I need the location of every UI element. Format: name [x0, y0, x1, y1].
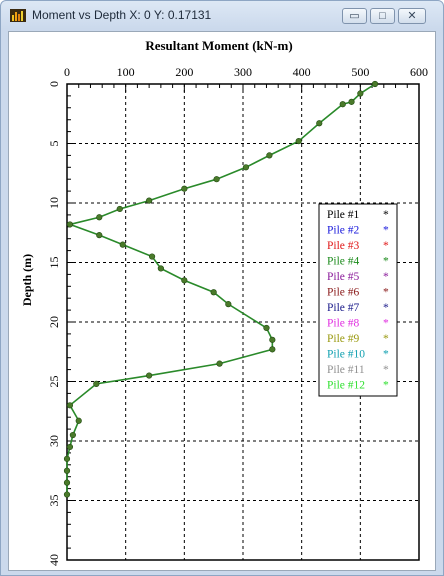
legend-entry-marker: *	[383, 318, 389, 330]
legend-entry-marker: *	[383, 333, 389, 345]
data-point	[146, 197, 153, 204]
data-point	[119, 241, 126, 248]
chart-area: Resultant Moment (kN-m) Depth (m) 0 100 20…	[8, 31, 436, 571]
minimize-button[interactable]: ▭	[342, 8, 367, 24]
y-axis-label: Depth (m)	[20, 254, 34, 306]
legend-entry-label: Pile #7	[327, 302, 360, 314]
chart-title: Resultant Moment (kN-m)	[145, 38, 292, 53]
data-point	[242, 164, 250, 171]
legend-entry-label: Pile #5	[327, 271, 360, 283]
data-point	[269, 336, 276, 343]
y-tick-label: 20	[47, 316, 61, 328]
data-point	[316, 120, 323, 127]
legend-entry-label: Pile #9	[327, 333, 360, 345]
x-tick-label: 200	[175, 65, 193, 79]
legend-entry-marker: *	[383, 287, 389, 299]
y-tick-label: 0	[47, 81, 61, 87]
data-point	[96, 214, 103, 221]
data-point	[269, 346, 276, 353]
data-point	[157, 265, 164, 272]
legend-entry-label: Pile #8	[327, 318, 360, 330]
x-tick-label: 600	[410, 65, 428, 79]
legend-entry-label: Pile #4	[327, 256, 360, 268]
legend-entry-marker: *	[383, 302, 389, 314]
legend-box	[318, 203, 398, 397]
data-point	[348, 98, 355, 105]
y-tick-label: 25	[47, 376, 61, 388]
y-tick-label: 35	[47, 495, 61, 507]
ticks: 0 100 200 300 400 500 600 0 5 10 15 20 25 30 35 40	[47, 65, 428, 566]
data-point	[66, 221, 74, 228]
x-tick-label: 500	[351, 65, 369, 79]
data-point	[146, 372, 153, 379]
grid	[67, 84, 419, 560]
data-point	[93, 380, 100, 387]
data-point	[148, 253, 156, 260]
data-point	[96, 232, 103, 239]
plot-frame	[66, 83, 420, 561]
y-tick-label: 10	[47, 197, 61, 209]
data-point	[263, 324, 270, 332]
x-tick-label: 400	[293, 65, 311, 79]
close-button[interactable]: ✕	[398, 8, 426, 24]
legend-entry-label: Pile #2	[327, 225, 360, 237]
data-point	[75, 417, 82, 424]
data-point	[295, 138, 302, 145]
data-point	[181, 185, 188, 192]
data-point	[69, 431, 76, 439]
data-point	[63, 479, 71, 486]
legend-entry-marker: *	[383, 349, 389, 361]
data-point	[63, 467, 71, 474]
data-point	[116, 205, 123, 213]
series-pile-data	[63, 80, 379, 498]
legend-entry-marker: *	[383, 271, 389, 283]
x-tick-label: 100	[117, 65, 135, 79]
data-point	[181, 277, 188, 284]
data-point	[266, 152, 273, 159]
legend-entry-label: Pile #1	[327, 209, 360, 221]
moment-depth-chart: Resultant Moment (kN-m) Depth (m) 0 100 20…	[20, 38, 428, 566]
legend-entry-label: Pile #3	[327, 240, 360, 252]
data-point	[66, 443, 74, 451]
data-point	[357, 90, 364, 97]
legend-entry-label: Pile #11	[327, 364, 365, 376]
y-tick-label: 15	[47, 257, 61, 269]
legend-entry-marker: *	[383, 256, 389, 268]
legend-entry-label: Pile #12	[327, 380, 365, 392]
window-title: Moment vs Depth X: 0 Y: 0.17131	[32, 8, 212, 22]
data-point	[63, 491, 71, 498]
legend-entry-marker: *	[383, 364, 389, 376]
legend-entry-marker: *	[383, 209, 389, 221]
y-tick-label: 30	[47, 435, 61, 447]
legend: Pile #1 * Pile #2 * Pile #3 * Pile #4 * Pile #5 *…	[318, 203, 398, 397]
legend-entry-marker: *	[383, 225, 389, 237]
legend-entry-marker: *	[383, 240, 389, 252]
y-tick-label: 5	[47, 141, 61, 147]
data-point	[339, 101, 346, 108]
y-tick-label: 40	[47, 554, 61, 566]
data-point	[210, 289, 217, 296]
x-tick-label: 300	[234, 65, 252, 79]
data-point	[66, 402, 74, 409]
data-point	[213, 176, 220, 183]
chart-app-icon	[10, 9, 26, 22]
maximize-button[interactable]: □	[370, 8, 395, 24]
x-tick-label: 0	[64, 65, 70, 79]
title-bar[interactable]: Moment vs Depth X: 0 Y: 0.17131 ▭ □ ✕	[1, 1, 443, 29]
data-point	[371, 80, 379, 88]
data-point	[225, 301, 232, 308]
data-point	[63, 455, 71, 462]
legend-entry-marker: *	[383, 380, 389, 392]
data-point	[216, 360, 223, 367]
legend-entry-label: Pile #6	[327, 287, 360, 299]
legend-entry-label: Pile #10	[327, 349, 365, 361]
